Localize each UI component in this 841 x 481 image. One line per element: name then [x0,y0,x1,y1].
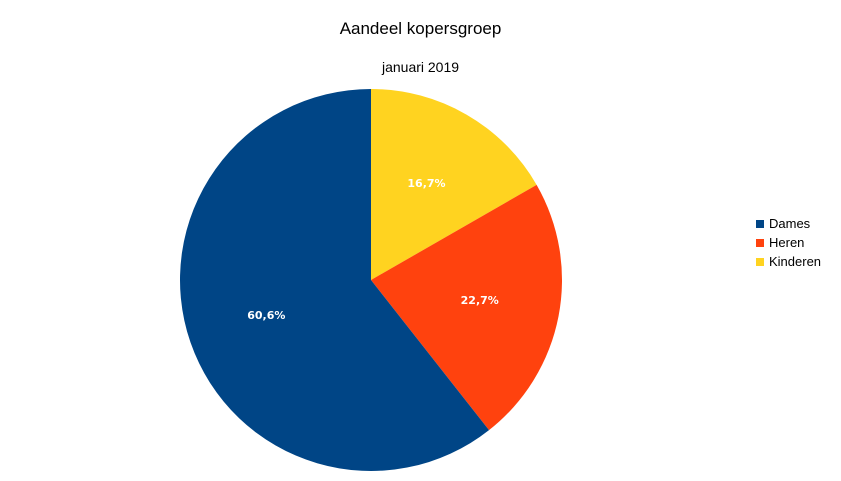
pie-slice-kinderen [371,89,537,280]
legend-item-heren: Heren [756,233,821,252]
pie-slice-dames [180,89,490,471]
chart-legend: Dames Heren Kinderen [756,214,821,271]
legend-label-dames: Dames [769,216,811,231]
legend-swatch-heren [756,238,764,247]
legend-swatch-dames [756,219,764,228]
legend-label-heren: Heren [769,235,805,250]
legend-swatch-kinderen [756,257,764,266]
chart-subtitle: januari 2019 [381,59,460,75]
pie-slice-heren [371,184,562,431]
legend-label-kinderen: Kinderen [769,254,822,269]
data-label-dames: 60,6% [247,309,285,322]
chart-title: Aandeel kopersgroep [339,19,502,38]
data-label-heren: 22,7% [461,294,499,307]
legend-item-kinderen: Kinderen [756,252,821,271]
legend-item-dames: Dames [756,214,821,233]
data-label-kinderen: 16,7% [407,177,445,190]
